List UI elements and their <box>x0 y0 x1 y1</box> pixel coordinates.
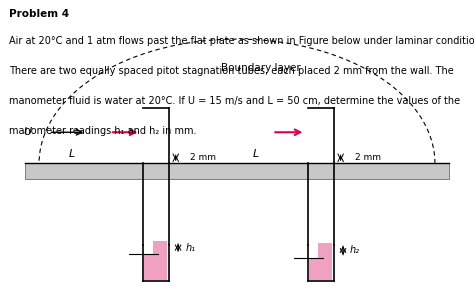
Text: L: L <box>69 149 75 159</box>
Text: 2 mm: 2 mm <box>355 153 381 162</box>
Text: There are two equally spaced pitot stagnation tubes, each placed 2 mm from the w: There are two equally spaced pitot stagn… <box>9 66 454 76</box>
Text: h₁: h₁ <box>185 243 195 253</box>
Text: Problem 4: Problem 4 <box>9 9 70 19</box>
Bar <box>309 272 332 280</box>
Text: h₂: h₂ <box>350 245 360 256</box>
Text: Boundary layer: Boundary layer <box>221 63 301 73</box>
Bar <box>318 243 332 280</box>
Bar <box>144 272 167 280</box>
Text: U: U <box>23 127 31 137</box>
Bar <box>144 254 158 280</box>
Text: manometer readings h₁ and h₂ in mm.: manometer readings h₁ and h₂ in mm. <box>9 126 197 136</box>
Text: manometer fluid is water at 20°C. If U = 15 m/s and L = 50 cm, determine the val: manometer fluid is water at 20°C. If U =… <box>9 96 461 106</box>
Bar <box>25 163 449 179</box>
Text: L: L <box>253 149 259 159</box>
Text: Air at 20°C and 1 atm flows past the flat plate as shown in Figure below under l: Air at 20°C and 1 atm flows past the fla… <box>9 36 474 46</box>
Bar <box>309 258 323 280</box>
Text: 2 mm: 2 mm <box>190 153 216 162</box>
Bar <box>153 241 167 280</box>
